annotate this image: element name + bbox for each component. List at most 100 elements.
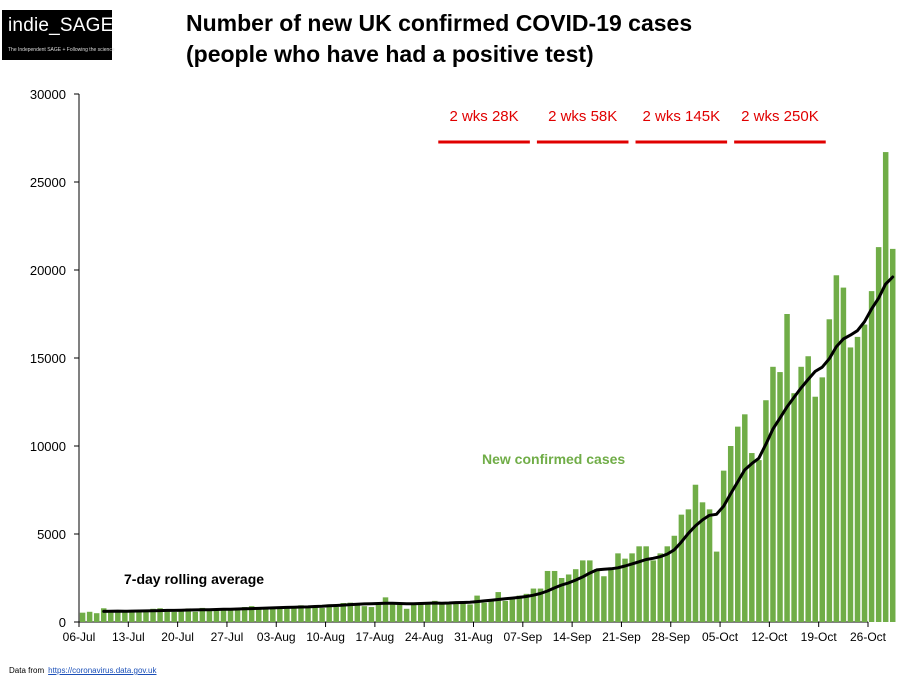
logo-name: indie_SAGE	[8, 15, 114, 36]
bar	[389, 603, 396, 622]
bar	[206, 609, 213, 622]
indie-sage-logo: indie_SAGE The Independent SAGE + Follow…	[2, 10, 115, 60]
x-tick-label: 31-Aug	[454, 630, 493, 644]
bar	[467, 604, 473, 622]
bar	[347, 602, 354, 622]
bar	[544, 570, 551, 622]
bar	[791, 393, 797, 622]
bar	[312, 606, 318, 622]
bar	[657, 553, 664, 622]
bar	[108, 610, 114, 622]
bar	[93, 613, 100, 622]
bar	[749, 453, 755, 622]
bar	[727, 446, 734, 622]
bar	[263, 608, 269, 622]
bar	[326, 604, 332, 622]
bar	[446, 604, 452, 622]
x-tick-label: 07-Sep	[503, 630, 542, 644]
bar	[502, 600, 509, 622]
bar	[608, 567, 614, 622]
x-tick-label: 12-Oct	[751, 630, 788, 644]
bar	[572, 569, 579, 622]
bar	[410, 604, 417, 622]
bar	[298, 605, 304, 622]
bar	[833, 275, 840, 622]
bar	[86, 611, 93, 622]
bar	[375, 602, 382, 622]
bar	[241, 607, 248, 622]
y-tick-label: 25000	[30, 175, 66, 190]
bar	[601, 576, 607, 622]
annotation-label: 2 wks 145K	[643, 108, 721, 125]
bar	[875, 247, 882, 622]
x-tick-label: 14-Sep	[553, 630, 592, 644]
bar	[199, 607, 206, 622]
x-tick-label: 28-Sep	[651, 630, 690, 644]
bar	[854, 336, 861, 622]
bar	[706, 509, 713, 622]
bar	[291, 606, 297, 622]
bar	[192, 611, 199, 622]
bar	[340, 602, 346, 622]
bar	[826, 319, 833, 622]
bar	[840, 287, 847, 622]
bar	[100, 608, 107, 622]
bar	[629, 553, 635, 622]
bar	[417, 602, 424, 622]
bar	[685, 509, 692, 622]
x-tick-label: 24-Aug	[405, 630, 444, 644]
bar	[79, 612, 86, 622]
bar	[551, 570, 558, 622]
x-tick-label: 13-Jul	[112, 630, 145, 644]
bar	[861, 324, 868, 622]
bar	[777, 372, 783, 622]
bar	[277, 607, 283, 622]
chart-title-line-2: (people who have had a positive test)	[186, 41, 594, 67]
bar	[664, 546, 671, 622]
bar	[819, 377, 826, 622]
y-tick-label: 0	[59, 615, 66, 630]
x-tick-label: 19-Oct	[801, 630, 838, 644]
bar	[213, 608, 220, 622]
bar	[248, 606, 255, 622]
bar	[580, 560, 586, 622]
bar	[178, 610, 184, 622]
bar	[150, 608, 156, 622]
y-tick-label: 30000	[30, 87, 66, 102]
x-tick-label: 10-Aug	[306, 630, 345, 644]
chart-title-line-1: Number of new UK confirmed COVID-19 case…	[186, 10, 693, 36]
bar	[234, 607, 241, 622]
chart-title: Number of new UK confirmed COVID-19 case…	[186, 8, 806, 70]
bar	[460, 602, 466, 622]
data-source-link[interactable]: https://coronavirus.data.gov.uk	[48, 666, 157, 675]
bar	[636, 546, 642, 622]
y-tick-label: 10000	[30, 439, 66, 454]
bar	[671, 535, 678, 622]
bar	[847, 347, 854, 622]
bar	[220, 608, 227, 622]
rolling-average-line	[102, 275, 895, 613]
logo-tagline: The Independent SAGE + Following the sci…	[8, 47, 115, 53]
bar	[488, 599, 494, 622]
bar	[558, 578, 565, 622]
x-tick-label: 17-Aug	[356, 630, 395, 644]
bar	[361, 606, 368, 622]
bar	[255, 607, 262, 622]
data-source-footer: Data from https://coronavirus.data.gov.uk	[9, 666, 156, 675]
bar	[692, 484, 699, 622]
bar	[115, 610, 121, 622]
x-tick-label: 05-Oct	[702, 630, 739, 644]
x-tick-label: 27-Jul	[211, 630, 244, 644]
bar	[784, 314, 790, 622]
annotation-label: 2 wks 28K	[449, 108, 518, 125]
bar	[615, 553, 621, 622]
x-tick-label: 21-Sep	[602, 630, 641, 644]
bar	[509, 599, 516, 622]
bar	[756, 460, 762, 622]
bar	[453, 602, 459, 622]
bar	[720, 470, 727, 622]
bar	[868, 291, 875, 622]
bar	[763, 400, 769, 622]
bar	[678, 514, 685, 622]
